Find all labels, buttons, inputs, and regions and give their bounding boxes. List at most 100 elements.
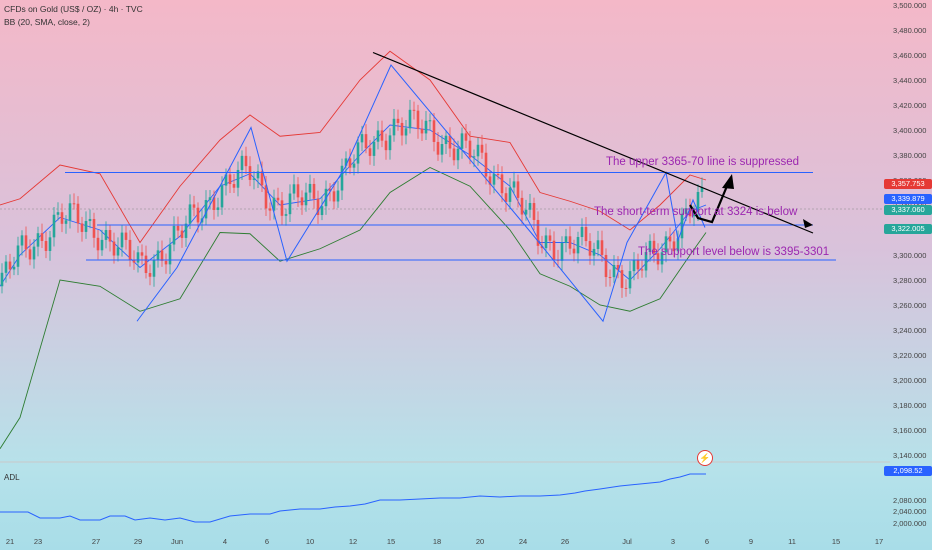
price-tag-upper: 3,357.753 bbox=[884, 179, 932, 189]
candle-body bbox=[512, 181, 516, 188]
candle-body bbox=[24, 235, 28, 250]
price-tag-basis: 3,339.879 bbox=[884, 194, 932, 204]
candle-body bbox=[608, 277, 612, 279]
y-tick-label: 3,420.000 bbox=[893, 101, 926, 110]
y-tick-label: 3,160.000 bbox=[893, 426, 926, 435]
y-tick-label: 3,140.000 bbox=[893, 451, 926, 460]
y-tick-label: 3,480.000 bbox=[893, 26, 926, 35]
x-tick-label: 3 bbox=[671, 537, 675, 546]
trendline-arrowhead bbox=[803, 219, 813, 228]
candle-body bbox=[384, 140, 388, 151]
candle-body bbox=[328, 188, 332, 192]
candle-body bbox=[524, 209, 528, 215]
x-tick-label: 27 bbox=[92, 537, 100, 546]
candle-body bbox=[96, 237, 100, 251]
candle-body bbox=[4, 261, 8, 273]
candle-body bbox=[56, 212, 60, 215]
candle-body bbox=[396, 118, 400, 123]
candle-body bbox=[552, 240, 556, 260]
y-tick-label: 3,300.000 bbox=[893, 251, 926, 260]
candle-body bbox=[444, 135, 448, 145]
adl-label: ADL bbox=[4, 473, 20, 482]
candle-body bbox=[348, 158, 352, 168]
candle-body bbox=[128, 239, 132, 260]
candle-body bbox=[256, 171, 260, 179]
candle-body bbox=[292, 184, 296, 194]
candle-body bbox=[460, 133, 464, 149]
candle-body bbox=[428, 120, 432, 122]
x-tick-label: 21 bbox=[6, 537, 14, 546]
candle-body bbox=[544, 235, 548, 249]
candle-body bbox=[224, 174, 228, 186]
candle-body bbox=[264, 185, 268, 209]
candle-body bbox=[588, 241, 592, 256]
candle-body bbox=[500, 174, 504, 194]
candle-body bbox=[680, 213, 684, 239]
candle-body bbox=[188, 204, 192, 224]
candle-body bbox=[600, 240, 604, 255]
bb-upper-band bbox=[0, 50, 707, 244]
candle-body bbox=[364, 134, 368, 149]
candle-body bbox=[420, 128, 424, 134]
candle-body bbox=[172, 225, 176, 245]
candle-body bbox=[568, 236, 572, 249]
candle-body bbox=[44, 240, 48, 251]
candle-body bbox=[112, 241, 116, 256]
candle-body bbox=[0, 272, 4, 287]
candle-body bbox=[36, 233, 40, 247]
candle-body bbox=[132, 259, 136, 263]
candle-body bbox=[108, 230, 112, 242]
candle-body bbox=[640, 269, 644, 271]
candle-body bbox=[696, 191, 700, 212]
candle-body bbox=[700, 187, 704, 192]
candle-body bbox=[184, 223, 188, 238]
candle-body bbox=[520, 197, 524, 215]
candle-body bbox=[12, 266, 16, 270]
candle-body bbox=[504, 193, 508, 202]
candle-body bbox=[612, 264, 616, 278]
candle-body bbox=[644, 251, 648, 271]
candle-body bbox=[380, 130, 384, 141]
price-tag-current: 3,337.060 bbox=[884, 205, 932, 215]
indicator-label: BB (20, SMA, close, 2) bbox=[4, 17, 90, 27]
candle-body bbox=[312, 183, 316, 199]
event-lightning-icon[interactable]: ⚡ bbox=[697, 450, 713, 466]
x-tick-label: 6 bbox=[705, 537, 709, 546]
x-tick-label: 15 bbox=[387, 537, 395, 546]
x-tick-label: 29 bbox=[134, 537, 142, 546]
candle-body bbox=[124, 232, 128, 240]
candle-body bbox=[636, 259, 640, 270]
candle-body bbox=[68, 203, 72, 221]
candle-body bbox=[308, 183, 312, 193]
candle-body bbox=[316, 198, 320, 216]
candle-body bbox=[572, 248, 576, 254]
candle-body bbox=[684, 208, 688, 214]
candle-body bbox=[480, 144, 484, 153]
candle-body bbox=[492, 174, 496, 185]
x-tick-label: 23 bbox=[34, 537, 42, 546]
candle-body bbox=[220, 185, 224, 208]
y-tick-label: 3,500.000 bbox=[893, 1, 926, 10]
candle-body bbox=[20, 235, 24, 246]
candle-body bbox=[472, 156, 476, 158]
annotation-short-support: The short-term support at 3324 is below bbox=[594, 206, 798, 218]
adl-line bbox=[0, 473, 706, 523]
x-tick-label: 12 bbox=[349, 537, 357, 546]
candle-body bbox=[548, 235, 552, 241]
candle-body bbox=[180, 230, 184, 238]
candle-body bbox=[152, 259, 156, 277]
candle-body bbox=[272, 197, 276, 211]
bb-lower-band bbox=[0, 166, 707, 449]
candle-body bbox=[400, 122, 404, 136]
candle-body bbox=[144, 255, 148, 274]
candle-body bbox=[268, 208, 272, 211]
candle-body bbox=[616, 264, 620, 271]
candle-body bbox=[352, 163, 356, 168]
candle-body bbox=[584, 227, 588, 242]
x-tick-label: 17 bbox=[875, 537, 883, 546]
projection-arrowhead bbox=[722, 174, 734, 189]
x-tick-label: Jun bbox=[171, 537, 183, 546]
